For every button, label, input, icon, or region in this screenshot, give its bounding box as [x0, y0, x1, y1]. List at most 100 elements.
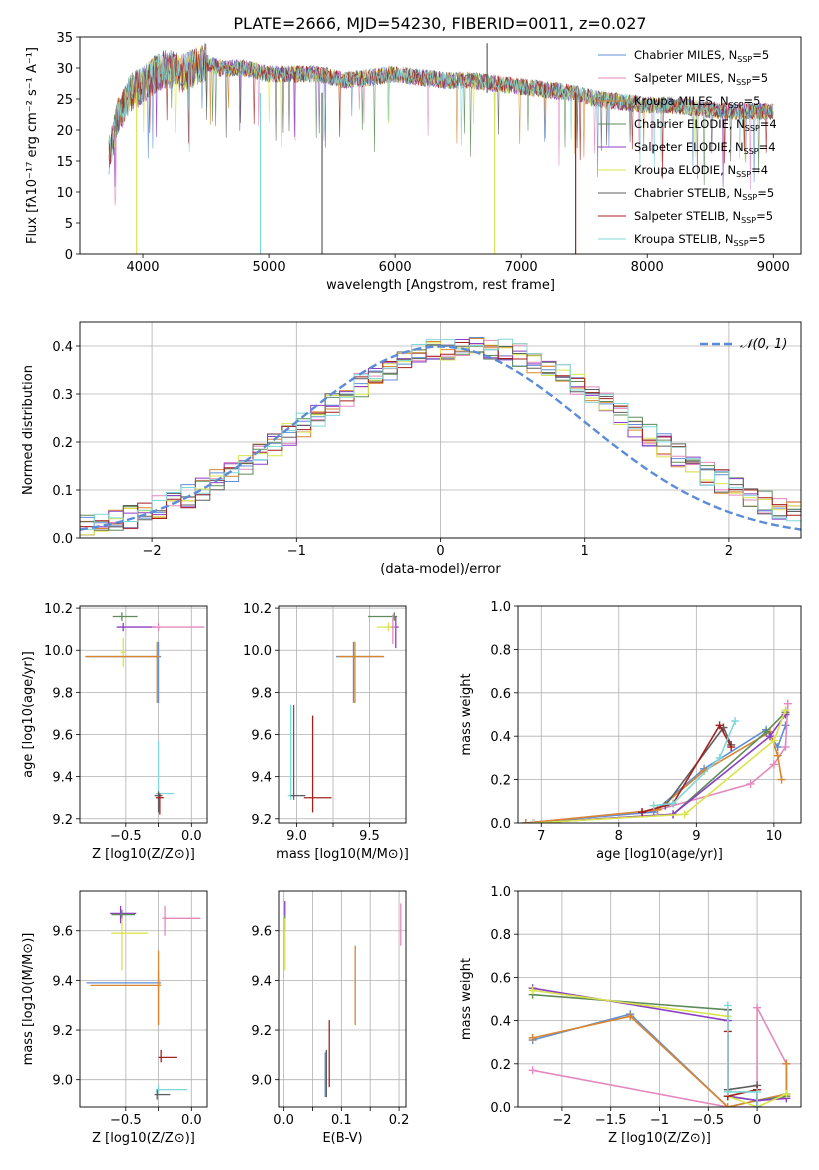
legend-label: Kroupa ELODIE, NSSP=4: [634, 163, 768, 179]
y-tick-label: 25: [56, 93, 73, 108]
y-tick-label: 0.1: [52, 484, 73, 499]
y-axis-label: mass weight: [459, 673, 474, 755]
weight-marker: [782, 1059, 791, 1068]
y-tick-label: 9.0: [52, 1074, 73, 1089]
y-tick-label: 9.6: [52, 729, 73, 744]
x-tick-label: 4000: [126, 260, 159, 275]
y-tick-label: 10.2: [243, 602, 272, 617]
weight-marker: [777, 775, 786, 784]
weight-marker: [753, 1003, 762, 1012]
weight-marker: [762, 727, 771, 736]
plot-area: [80, 337, 801, 536]
y-tick-label: 0.0: [490, 1101, 511, 1116]
legend-count: =4: [760, 117, 777, 131]
x-axis-label: Z [log10(Z/Z⊙)]: [92, 847, 195, 862]
x-axis-label: mass [log10(M/M⊙)]: [276, 847, 409, 862]
plot-area: [521, 699, 792, 823]
y-tick-label: 10.0: [44, 644, 73, 659]
legend-subscript: SSP: [745, 124, 760, 133]
y-tick-label: 0.2: [490, 1058, 511, 1073]
x-tick-label: 6000: [379, 260, 412, 275]
x-axis-label: E(B-V): [322, 1131, 362, 1146]
y-axis-label: Normed distribution: [21, 365, 36, 495]
legend-count: =5: [749, 232, 766, 246]
plot-area: [528, 984, 791, 1107]
legend-count: =4: [751, 163, 768, 177]
x-axis-label: Z [log10(Z/Z⊙)]: [92, 1131, 195, 1146]
y-tick-label: 9.2: [251, 813, 272, 828]
y-tick-label: 9.4: [251, 771, 272, 786]
weight-marker: [781, 706, 790, 715]
histogram-step: [80, 338, 801, 530]
weight-marker: [715, 721, 724, 730]
weight-marker: [727, 743, 736, 752]
y-tick-label: 10.2: [44, 602, 73, 617]
y-tick-label: 9.4: [52, 974, 73, 989]
x-tick-label: 7000: [505, 260, 538, 275]
legend-subscript: SSP: [729, 101, 744, 110]
y-tick-label: 9.4: [251, 974, 272, 989]
weight-line: [727, 1031, 758, 1107]
figure-title: PLATE=2666, MJD=54230, FIBERID=0011, z=0…: [233, 14, 646, 33]
y-tick-label: 9.8: [52, 686, 73, 701]
weight-marker: [638, 808, 647, 817]
x-tick-label: −0.5: [693, 1113, 725, 1128]
legend-label: Chabrier ELODIE, NSSP=4: [634, 117, 777, 133]
y-tick-label: 20: [56, 124, 73, 139]
x-axis-label: (data-model)/error: [380, 562, 501, 577]
y-tick-label: 0.4: [490, 1015, 511, 1030]
x-tick-label: 9000: [757, 260, 790, 275]
y-tick-label: 0.0: [52, 532, 73, 547]
legend-label: Salpeter MILES, NSSP=5: [634, 71, 768, 87]
legend-count: =5: [752, 48, 769, 62]
y-tick-label: 0.4: [490, 730, 511, 745]
weight-marker: [723, 1103, 732, 1107]
y-tick-label: 9.2: [251, 1024, 272, 1039]
weight-line: [727, 1005, 758, 1107]
y-tick-label: 5: [65, 217, 73, 232]
y-tick-label: 9.2: [52, 1024, 73, 1039]
legend-subscript: SSP: [734, 239, 749, 248]
y-tick-label: 0.8: [490, 643, 511, 658]
plot-area: [287, 612, 399, 813]
x-axis-label: Z [log10(Z/Z⊙)]: [608, 1131, 711, 1146]
legend-subscript: SSP: [737, 55, 752, 64]
panel-age-vs-Z: −0.5 0.0 9.2 9.4 9.6 9.8 10.0 10.2 Z [log10(Z/Z⊙…: [21, 602, 208, 862]
x-tick-label: −0.5: [110, 1113, 142, 1128]
x-tick-label: 0: [753, 1113, 761, 1128]
legend-subscript: SSP: [742, 193, 757, 202]
weight-marker: [782, 1090, 791, 1099]
weight-marker: [680, 810, 689, 819]
weight-marker: [746, 779, 755, 788]
axes-frame: [79, 36, 802, 255]
legend-subscript: SSP: [736, 78, 751, 87]
axes-frame: [79, 321, 802, 539]
x-tick-label: 8: [615, 829, 623, 844]
weight-marker: [626, 1012, 635, 1021]
legend-subscript: SSP: [741, 216, 756, 225]
y-tick-label: 9.8: [251, 686, 272, 701]
x-tick-label: 7: [537, 829, 545, 844]
weight-marker: [753, 1103, 762, 1107]
panel-spectrum: 4000 5000 6000 7000 8000 9000 0 5 10 15 20 25 30 35 wa…: [25, 31, 802, 293]
y-tick-label: 30: [56, 62, 73, 77]
y-tick-label: 15: [56, 155, 73, 170]
y-tick-label: 10.0: [243, 644, 272, 659]
y-tick-label: 9.6: [251, 925, 272, 940]
weight-line: [532, 1015, 788, 1107]
weight-marker: [781, 743, 790, 752]
weight-marker: [769, 760, 778, 769]
y-tick-label: 9.6: [52, 925, 73, 940]
weight-marker: [765, 732, 774, 741]
y-tick-label: 0: [65, 248, 73, 263]
weight-marker: [731, 717, 740, 726]
panel-residuals: −2 −1 0 1 2 0.0 0.1 0.2 0.3 0.4 (data-model)/error…: [21, 321, 802, 577]
plot-area: [108, 43, 774, 254]
x-tick-label: 9.5: [359, 829, 380, 844]
x-tick-label: 0.1: [331, 1113, 352, 1128]
x-tick-label: 9: [692, 829, 700, 844]
y-tick-label: 1.0: [490, 600, 511, 615]
weight-marker: [528, 1066, 537, 1075]
plot-area: [284, 900, 402, 1098]
